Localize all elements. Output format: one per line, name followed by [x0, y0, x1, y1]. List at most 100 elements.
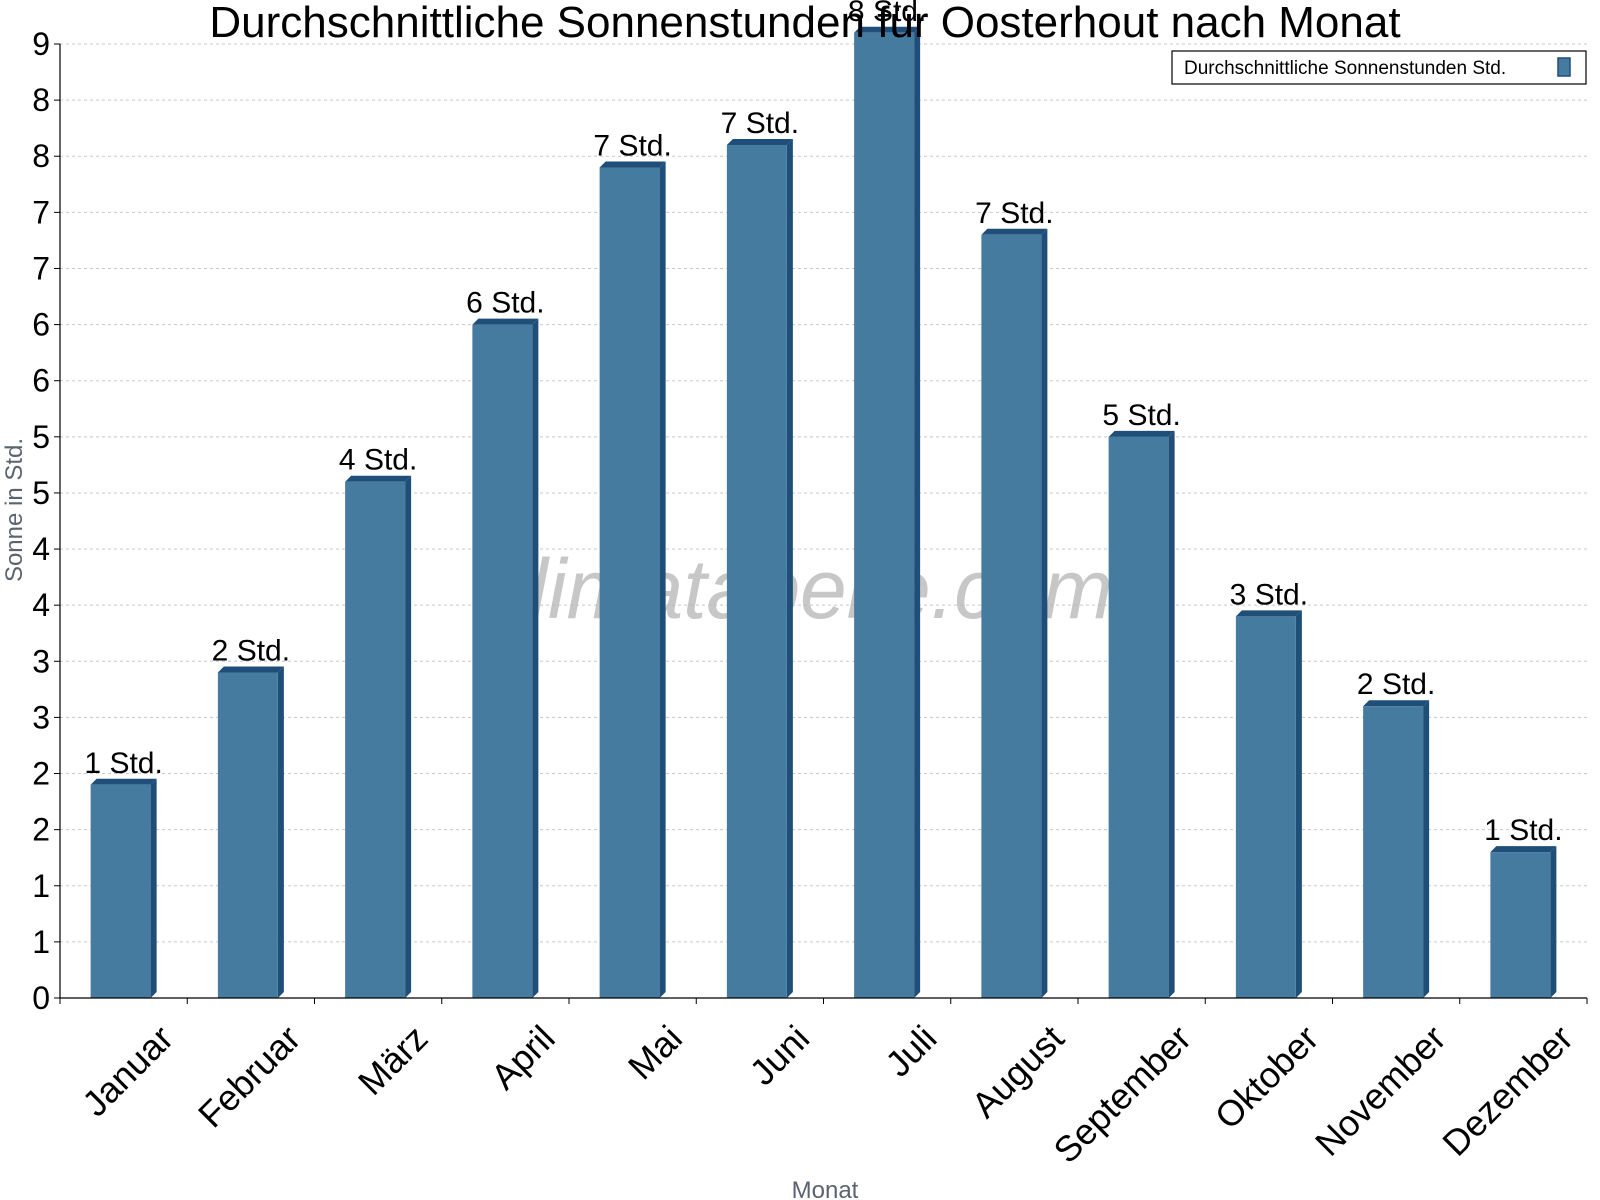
bar-side: [1550, 846, 1557, 998]
bar-side: [1423, 700, 1430, 998]
x-axis-title: Monat: [792, 1177, 859, 1200]
bar-top: [1235, 610, 1302, 617]
data-label: 7 Std.: [593, 129, 671, 162]
bar-side: [659, 161, 666, 999]
x-tick-label: April: [483, 1017, 563, 1097]
data-label: 6 Std.: [466, 287, 544, 320]
y-tick-label: 8: [32, 82, 50, 118]
bar-side: [150, 778, 157, 998]
y-tick-label: 2: [32, 812, 50, 848]
bar-top: [599, 161, 666, 168]
bar-face: [599, 167, 660, 999]
bar-side: [405, 475, 412, 998]
y-tick-label: 6: [32, 307, 50, 343]
y-tick-label: 9: [32, 26, 50, 62]
y-tick-label: 3: [32, 643, 50, 679]
data-label: 5 Std.: [1102, 399, 1180, 432]
x-tick-label: August: [963, 1017, 1071, 1125]
bar: [472, 318, 539, 998]
bar-side: [277, 666, 284, 998]
legend[interactable]: Durchschnittliche Sonnenstunden Std.: [1171, 50, 1587, 85]
bar: [345, 475, 412, 998]
bar-face: [90, 784, 151, 998]
bar: [1108, 430, 1175, 999]
data-label: 7 Std.: [721, 107, 799, 140]
bar-top: [1363, 700, 1430, 707]
bar-side: [1168, 430, 1175, 999]
bar: [854, 26, 921, 998]
bar: [90, 778, 157, 998]
bar-top: [726, 139, 793, 146]
y-tick-label: 7: [32, 194, 50, 230]
bar-top: [854, 26, 921, 33]
data-label: 1 Std.: [1484, 814, 1562, 847]
bar-top: [1108, 430, 1175, 437]
y-tick-label: 0: [32, 980, 50, 1016]
bar: [1363, 700, 1430, 998]
legend-box: [1171, 50, 1587, 85]
bar-top: [981, 228, 1048, 235]
bar-face: [217, 672, 278, 998]
chart-title: Durchschnittliche Sonnenstunden für Oost…: [209, 0, 1400, 47]
y-tick-label: 1: [32, 868, 50, 904]
y-tick-label: 8: [32, 138, 50, 174]
data-labels: 1 Std. 2 Std. 4 Std. 6 Std. 7 Std. 7 Std. 8 St…: [84, 0, 1562, 847]
data-label: 8 Std.: [848, 0, 926, 28]
y-axis-title: Sonne in Std.: [1, 438, 28, 582]
bar: [217, 666, 284, 998]
data-label: 2 Std.: [212, 635, 290, 668]
bar: [1490, 846, 1557, 998]
y-tick-label: 6: [32, 363, 50, 399]
x-tick-label: September: [1045, 1017, 1199, 1171]
x-tick-label: Dezember: [1434, 1017, 1580, 1163]
y-tick-label: 4: [32, 531, 50, 567]
data-label: 1 Std.: [84, 747, 162, 780]
data-label: 7 Std.: [975, 197, 1053, 230]
x-tick-label: Mai: [620, 1017, 690, 1087]
y-tick-label: 4: [32, 587, 50, 623]
x-tick-label: Juni: [742, 1017, 818, 1093]
bar-side: [1295, 610, 1302, 998]
data-label: 4 Std.: [339, 444, 417, 477]
axes: [54, 43, 1588, 1004]
y-tick-label: 3: [32, 699, 50, 735]
bar-top: [217, 666, 284, 673]
y-tick-label: 7: [32, 250, 50, 286]
y-tick-labels: 0 1 1 2 2 3 3 4 4 5 5 6 6 7 7 8 8 9: [32, 26, 50, 1016]
x-tick-label: März: [350, 1017, 436, 1103]
x-tick-label: November: [1307, 1017, 1453, 1163]
bar-top: [472, 318, 539, 325]
bar-face: [345, 481, 406, 998]
y-tick-label: 5: [32, 419, 50, 455]
bar-side: [914, 26, 921, 998]
bar-face: [1108, 436, 1169, 999]
bar-side: [786, 139, 793, 998]
bar-face: [854, 32, 915, 998]
bar-face: [1363, 706, 1424, 998]
bar-top: [345, 475, 412, 482]
legend-label: Durchschnittliche Sonnenstunden Std.: [1184, 58, 1506, 79]
bar-face: [1490, 852, 1551, 998]
bar-top: [1490, 846, 1557, 853]
bar-top: [90, 778, 157, 785]
x-tick-label: Juli: [877, 1017, 944, 1084]
x-tick-label: Januar: [74, 1017, 181, 1124]
bars: [90, 26, 1557, 999]
y-tick-label: 2: [32, 756, 50, 792]
bar: [981, 228, 1048, 999]
legend-swatch: [1557, 57, 1571, 77]
bar: [599, 161, 666, 999]
y-tick-label: 1: [32, 924, 50, 960]
x-tick-labels: Januar Februar März April Mai Juni Juli AugustS…: [74, 1017, 1581, 1171]
y-tick-label: 5: [32, 475, 50, 511]
bar-face: [1235, 616, 1296, 998]
x-tick-label: Februar: [190, 1017, 308, 1135]
data-label: 3 Std.: [1230, 578, 1308, 611]
bar-face: [726, 145, 787, 998]
x-tick-label: Oktober: [1207, 1017, 1327, 1137]
bar: [726, 139, 793, 998]
bar-face: [472, 324, 533, 998]
data-label: 2 Std.: [1357, 668, 1435, 701]
bar-side: [1041, 228, 1048, 999]
